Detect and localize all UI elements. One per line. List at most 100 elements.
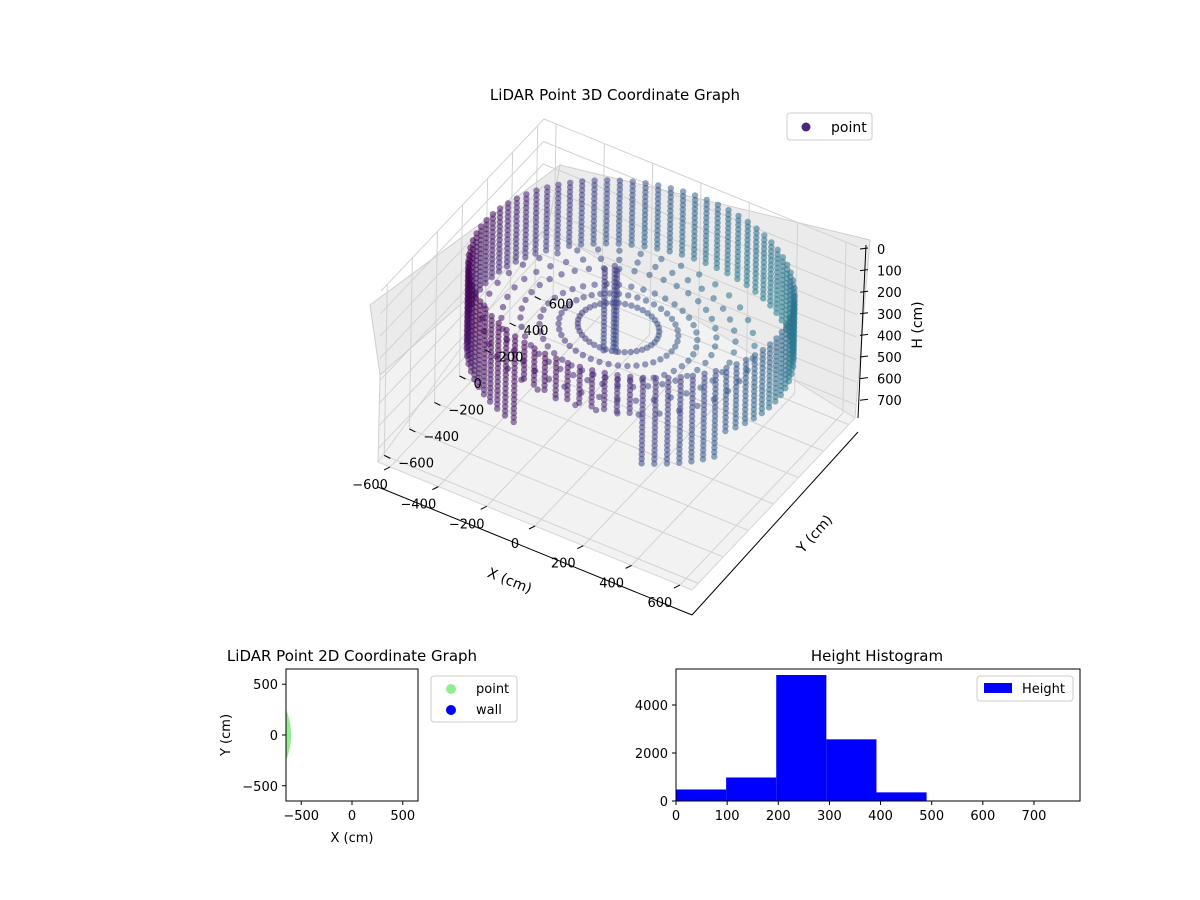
point-marker <box>495 263 503 271</box>
point-marker <box>603 213 610 220</box>
point-marker <box>774 269 781 276</box>
point-marker <box>615 222 623 229</box>
point-marker <box>712 390 719 397</box>
point-marker <box>486 398 494 405</box>
point-marker <box>725 220 732 227</box>
point-marker <box>523 204 530 211</box>
point-marker <box>511 369 518 376</box>
point-marker <box>615 227 623 234</box>
x-tick-label: 600 <box>648 596 673 611</box>
point-marker <box>760 277 767 284</box>
point-marker <box>496 214 504 221</box>
point-marker <box>693 344 700 351</box>
point-marker <box>628 232 635 239</box>
point-marker <box>759 355 766 363</box>
point-marker <box>765 395 773 402</box>
point-marker <box>691 214 698 222</box>
point-marker <box>752 270 759 277</box>
point-marker <box>723 364 730 372</box>
point-marker <box>471 376 478 383</box>
point-marker <box>558 271 565 278</box>
point-marker <box>732 415 739 422</box>
point-marker <box>778 299 786 306</box>
point-marker <box>690 321 697 329</box>
point-marker <box>700 429 707 436</box>
point-marker <box>711 435 718 442</box>
point-marker <box>573 297 580 304</box>
point-marker <box>760 286 767 293</box>
point-marker <box>689 377 696 384</box>
point-marker <box>590 213 598 220</box>
point-marker <box>541 364 549 371</box>
point-marker <box>654 245 661 252</box>
point-marker <box>702 306 710 313</box>
point-marker <box>503 326 510 334</box>
point-marker <box>742 379 749 386</box>
point-marker <box>590 235 597 243</box>
point-marker <box>488 326 495 333</box>
point-marker <box>495 333 502 340</box>
point-marker <box>590 226 597 234</box>
point-marker <box>639 307 646 314</box>
point-marker <box>512 253 520 261</box>
point-marker <box>689 372 697 379</box>
point-marker <box>685 314 693 321</box>
point-marker <box>503 340 510 347</box>
point-marker <box>521 275 528 283</box>
point-marker <box>596 358 603 366</box>
point-marker <box>616 182 624 189</box>
point-marker <box>559 356 566 363</box>
point-marker <box>708 351 715 359</box>
point-marker <box>676 455 683 462</box>
point-marker <box>691 232 698 240</box>
point-marker <box>596 393 603 401</box>
point-marker <box>723 378 730 385</box>
point-marker <box>579 182 586 190</box>
y-tick-label: 4000 <box>635 699 668 714</box>
point-marker <box>654 231 661 239</box>
grid-line <box>631 393 795 566</box>
point-marker <box>591 302 598 309</box>
point-marker <box>734 275 741 283</box>
point-marker <box>726 316 734 323</box>
point-marker <box>702 359 709 367</box>
point-marker <box>724 251 731 259</box>
point-marker <box>703 214 710 222</box>
point-marker <box>489 215 497 222</box>
histogram-bars <box>676 675 927 801</box>
point-marker <box>576 395 583 402</box>
point-marker <box>639 397 646 404</box>
point-marker <box>522 222 530 229</box>
point-marker <box>532 236 539 244</box>
point-marker <box>547 263 554 270</box>
point-marker <box>614 376 621 383</box>
point-marker <box>767 261 775 269</box>
point-marker <box>626 400 633 407</box>
point-marker <box>489 211 497 218</box>
point-marker <box>489 233 496 240</box>
point-marker <box>651 460 658 467</box>
point-marker <box>566 211 573 218</box>
point-marker <box>734 239 742 247</box>
point-marker <box>483 217 490 224</box>
point-marker <box>700 424 707 431</box>
point-marker <box>601 387 608 395</box>
plot-3d-x-axis-line <box>377 486 693 616</box>
point-marker <box>695 298 702 305</box>
y-tick <box>484 349 491 353</box>
point-marker <box>513 235 520 243</box>
point-marker <box>722 400 730 408</box>
x-tick <box>480 505 487 510</box>
point-marker <box>691 205 699 213</box>
point-marker <box>572 347 579 354</box>
point-marker <box>779 276 786 283</box>
grid-line <box>697 182 702 355</box>
point-marker <box>517 314 524 321</box>
point-marker <box>765 399 773 407</box>
point-marker <box>752 261 759 268</box>
y-tick <box>459 375 466 380</box>
point-marker <box>666 248 673 255</box>
point-marker <box>759 373 766 381</box>
point-marker <box>679 206 686 213</box>
point-marker <box>750 406 758 413</box>
